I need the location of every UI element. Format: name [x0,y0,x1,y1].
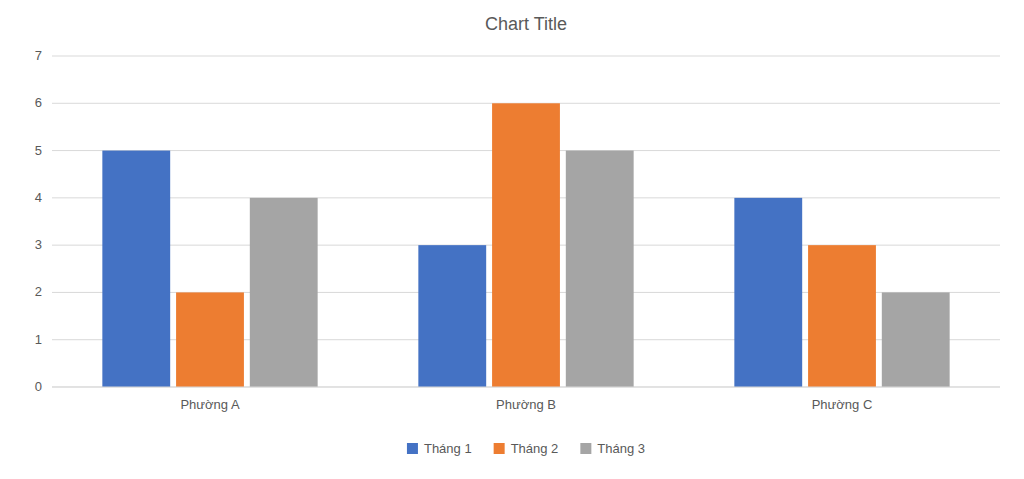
legend-item: Tháng 3 [580,441,645,456]
y-tick-label: 1 [35,332,42,347]
y-tick-label: 2 [35,284,42,299]
x-tick-label: Phường A [180,397,239,412]
chart-svg: Chart Title 0 1 2 3 4 5 6 7 Phường A Phường B Phườn… [0,0,1024,479]
legend-label: Tháng 1 [424,441,472,456]
bar [882,292,950,387]
x-tick-label: Phường B [496,397,556,412]
bar [734,198,802,387]
legend-swatch [580,443,591,454]
bars [102,103,949,387]
title: Chart Title [485,14,567,34]
bar [102,151,170,387]
x-tick-label: Phường C [812,397,873,412]
bar [566,151,634,387]
x-axis-line [52,387,1000,388]
grid [52,56,1000,387]
y-tick-label: 6 [35,95,42,110]
y-tick-label: 5 [35,143,42,158]
legend: Tháng 1 Tháng 2 Tháng 3 [407,441,645,456]
page: {"chart_data": {"type": "bar", "title": … [0,0,1024,479]
bar [418,245,486,387]
grid-line [52,387,1000,388]
grid-line [52,56,1000,57]
bar [492,103,560,387]
legend-swatch [494,443,505,454]
legend-label: Tháng 2 [511,441,559,456]
bar [176,292,244,387]
y-tick-label: 0 [35,379,42,394]
y-tick-label: 3 [35,237,42,252]
legend-swatch [407,443,418,454]
legend-item: Tháng 1 [407,441,472,456]
y-tick-label: 4 [35,190,42,205]
chart-container: Chart Title 0 1 2 3 4 5 6 7 Phường A Phường B Phườn… [0,0,1024,479]
legend-label: Tháng 3 [597,441,645,456]
legend-item: Tháng 2 [494,441,559,456]
y-tick-label: 7 [35,48,42,63]
bar [250,198,318,387]
bar [808,245,876,387]
